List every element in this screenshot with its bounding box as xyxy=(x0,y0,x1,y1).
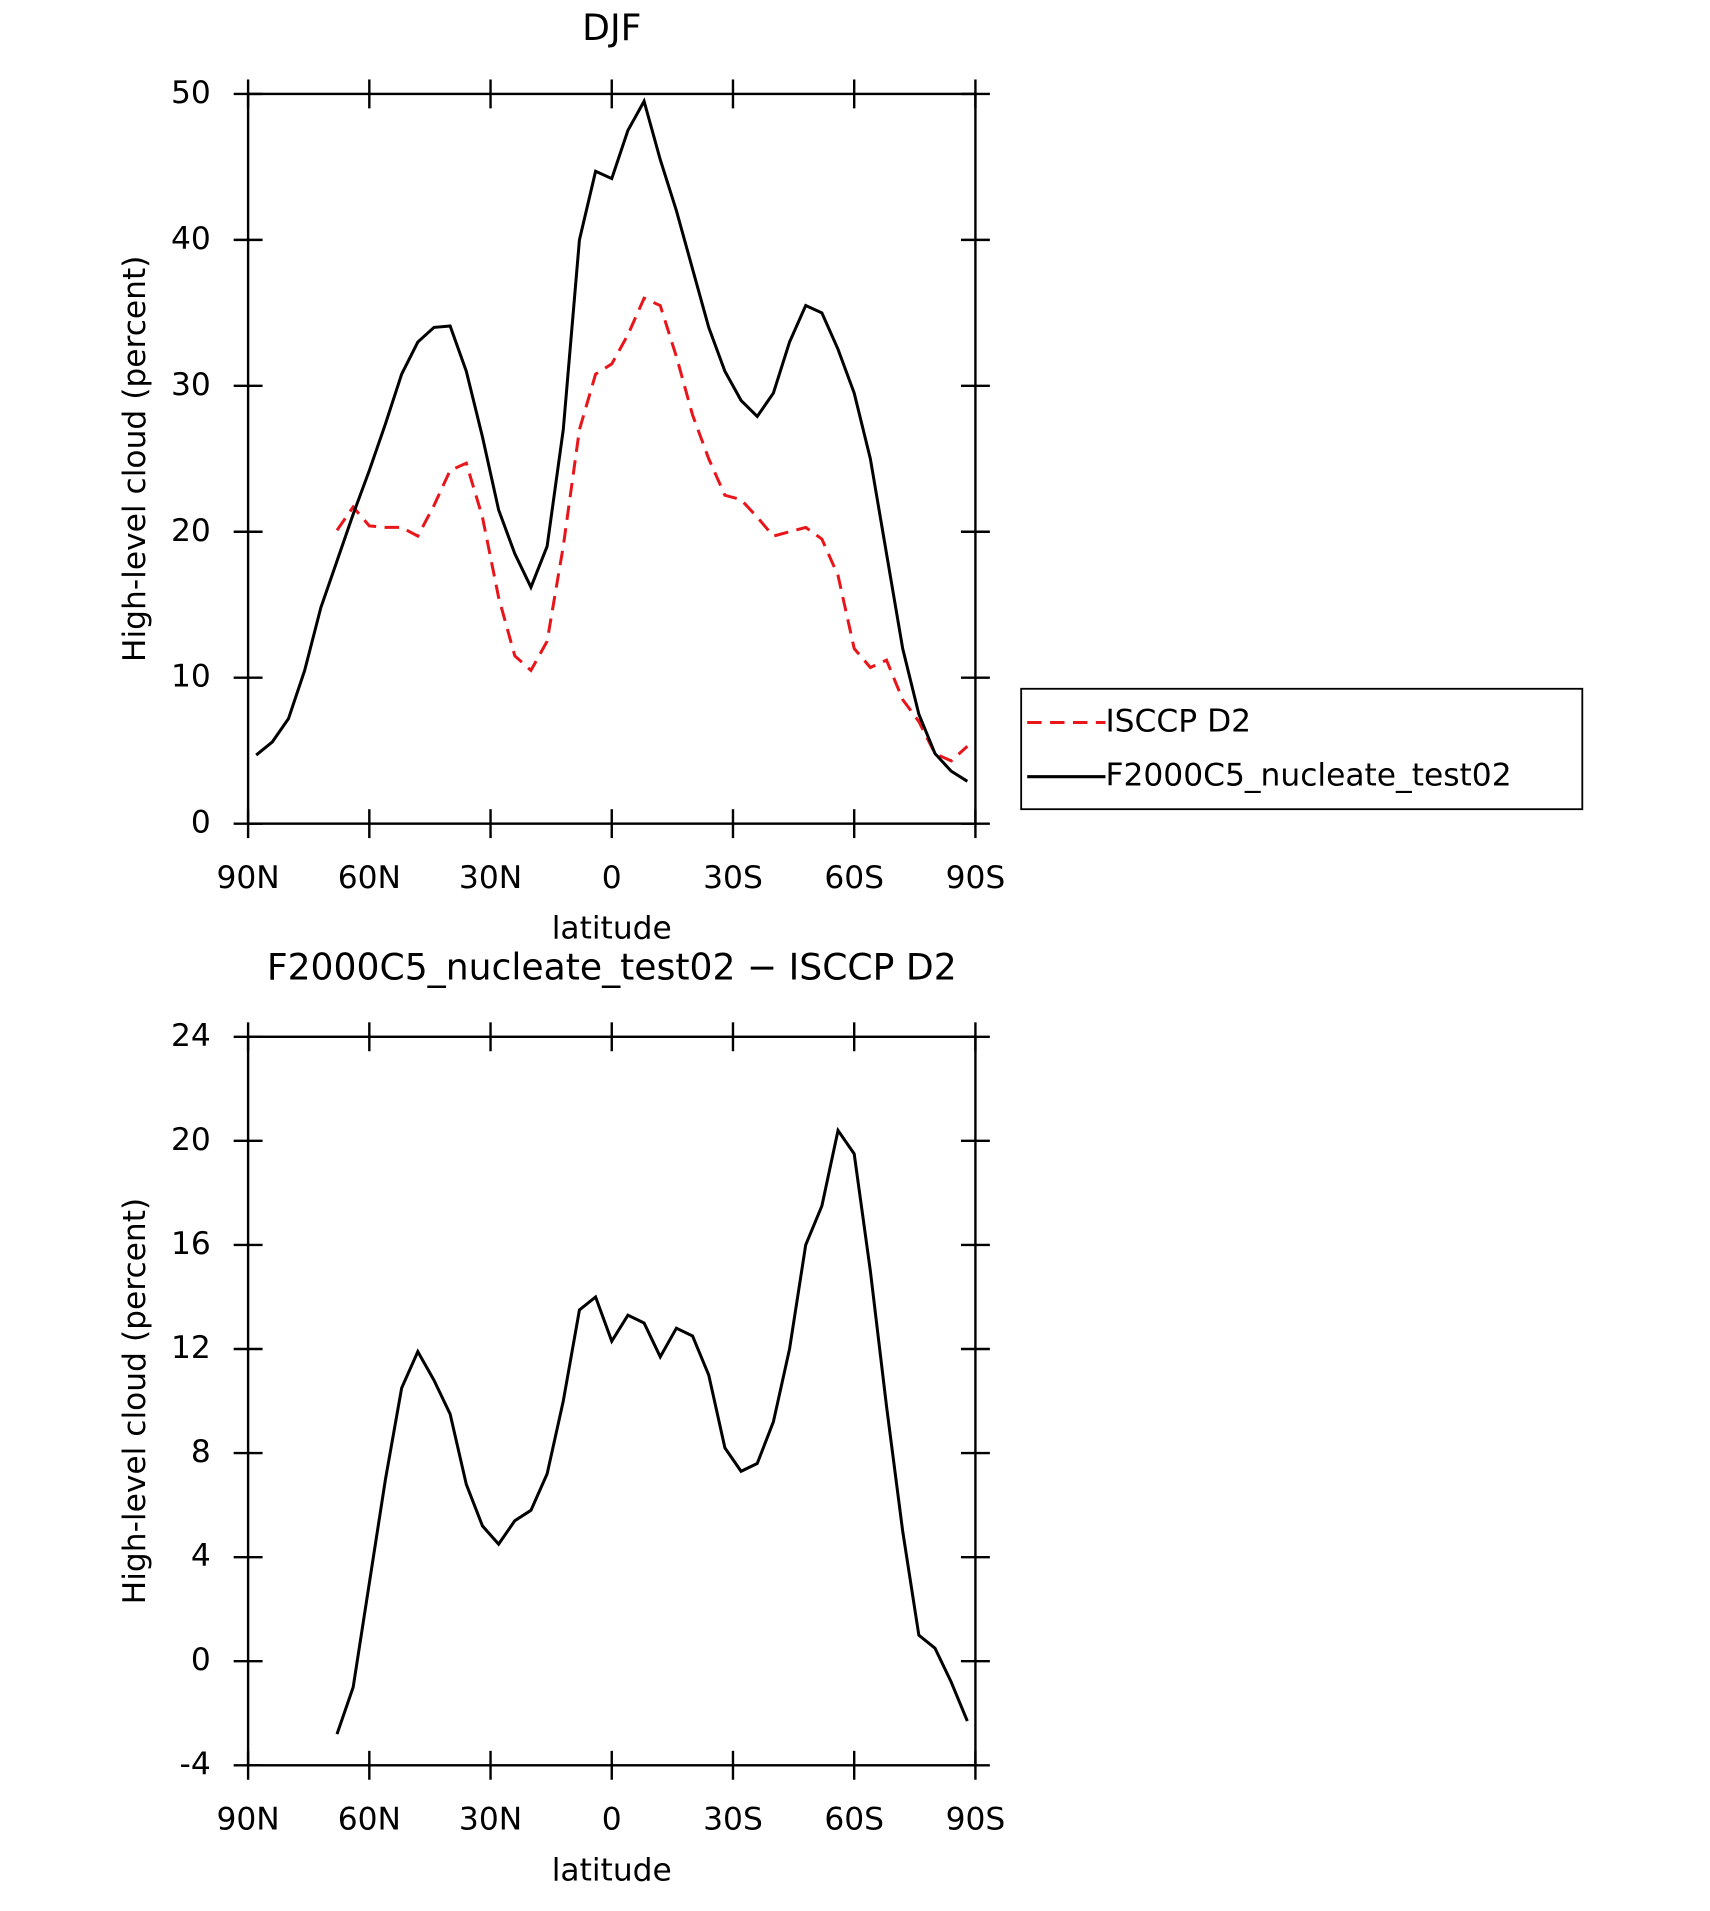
legend-label: F2000C5_nucleate_test02 xyxy=(1105,758,1511,794)
x-tick-label: 30S xyxy=(703,860,763,896)
y-tick-label: 40 xyxy=(171,221,211,257)
x-tick-label: 90N xyxy=(216,1802,279,1838)
y-tick-label: 50 xyxy=(171,75,211,111)
y-axis-label: High-level cloud (percent) xyxy=(117,255,153,662)
y-tick-label: 12 xyxy=(171,1330,211,1366)
x-tick-label: 90S xyxy=(946,860,1006,896)
y-tick-label: 0 xyxy=(191,805,211,841)
x-tick-label: 0 xyxy=(602,1802,622,1838)
x-axis-label: latitude xyxy=(552,1852,672,1888)
x-tick-label: 30N xyxy=(459,1802,522,1838)
y-tick-label: 20 xyxy=(171,1122,211,1158)
y-tick-label: 10 xyxy=(171,659,211,695)
x-tick-label: 90N xyxy=(216,860,279,896)
x-tick-label: 30S xyxy=(703,1802,763,1838)
y-tick-label: 24 xyxy=(171,1018,211,1054)
x-axis-label: latitude xyxy=(552,911,672,947)
y-axis-label: High-level cloud (percent) xyxy=(117,1198,153,1605)
plot-frame xyxy=(246,92,977,825)
y-tick-label: 8 xyxy=(191,1434,211,1470)
x-tick-label: 60S xyxy=(824,1802,884,1838)
y-tick-label: 4 xyxy=(191,1538,211,1574)
x-tick-label: 0 xyxy=(602,860,622,896)
x-tick-label: 60N xyxy=(338,1802,401,1838)
data-line xyxy=(255,97,969,783)
y-tick-label: 0 xyxy=(191,1642,211,1678)
chart-title: F2000C5_nucleate_test02 − ISCCP D2 xyxy=(267,945,957,988)
legend-label: ISCCP D2 xyxy=(1105,703,1251,739)
data-line xyxy=(335,296,969,763)
x-tick-label: 60S xyxy=(824,860,884,896)
chart-title: DJF xyxy=(582,6,641,49)
y-tick-label: -4 xyxy=(180,1746,211,1782)
legend-box xyxy=(1020,687,1584,811)
x-tick-label: 90S xyxy=(946,1802,1006,1838)
x-tick-label: 30N xyxy=(459,860,522,896)
x-tick-label: 60N xyxy=(338,860,401,896)
data-line xyxy=(335,1126,969,1735)
y-tick-label: 30 xyxy=(171,367,211,403)
y-tick-label: 16 xyxy=(171,1226,211,1262)
y-tick-label: 20 xyxy=(171,513,211,549)
plot-frame xyxy=(246,1035,977,1767)
